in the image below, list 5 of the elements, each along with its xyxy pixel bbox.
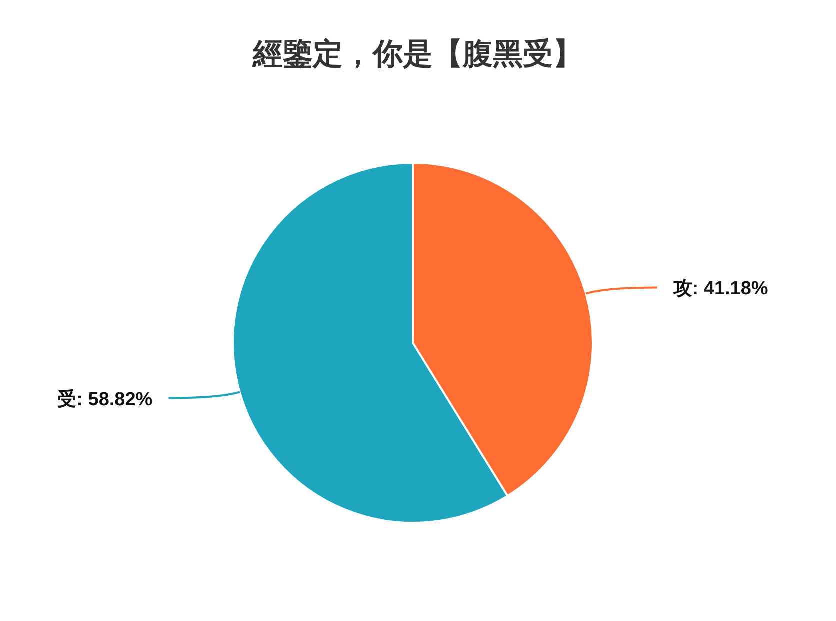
data-label: : 58.82% — [76, 389, 153, 410]
data-label: : 41.18% — [692, 278, 768, 300]
slice-label: 受 — [58, 388, 77, 410]
chart-title: 經鑒定，你是【腹黑受】 — [252, 37, 583, 71]
slice-label: 攻 — [672, 278, 692, 300]
